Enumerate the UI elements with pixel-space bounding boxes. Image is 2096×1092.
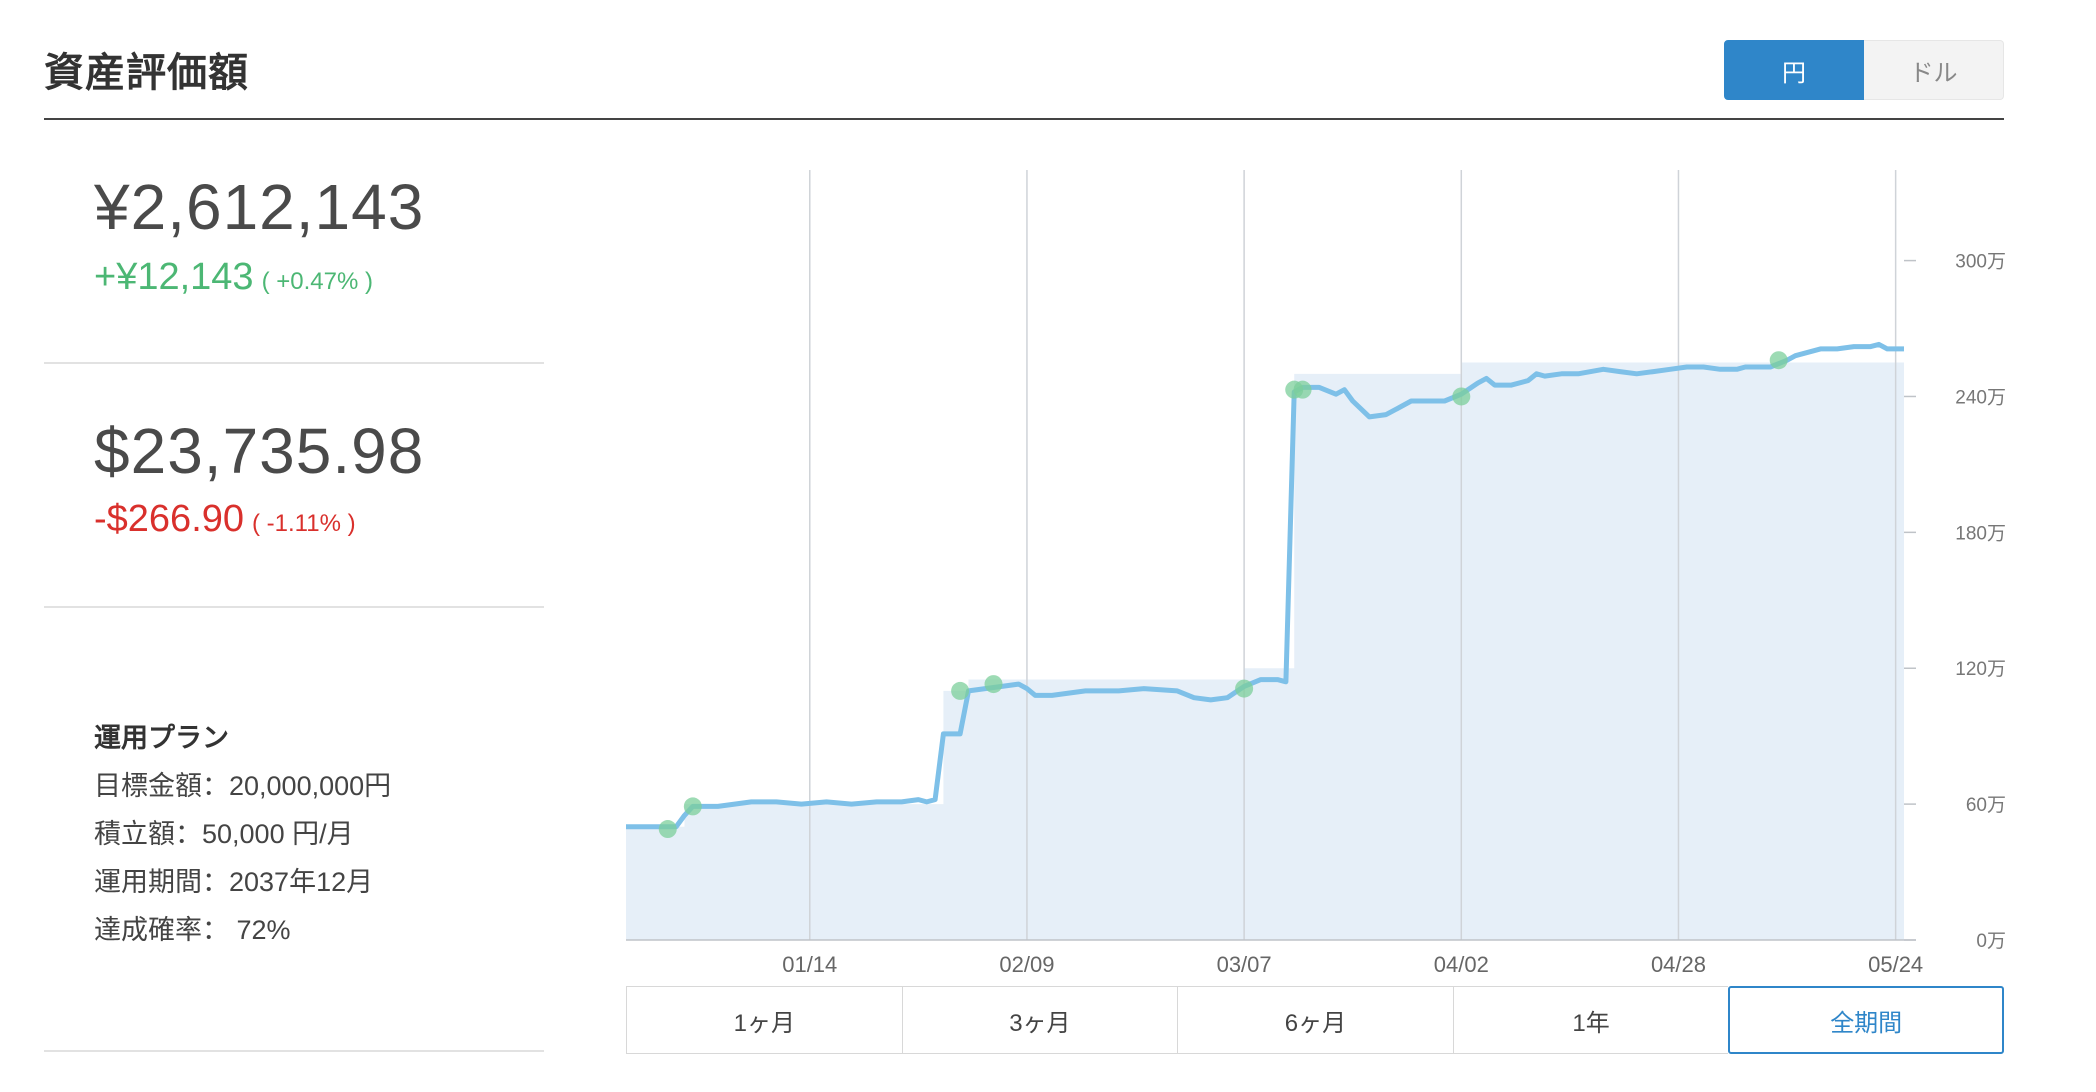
range-button[interactable]: 全期間 [1728,986,2004,1054]
x-tick-label: 01/14 [782,952,837,977]
page-title: 資産評価額 [44,51,249,95]
plan-monthly-amount: 積立額：50,000 円/月 [94,819,354,849]
x-tick-label: 04/02 [1434,952,1489,977]
usd-change-amount: -$266.90 [94,498,245,540]
range-button[interactable]: 6ヶ月 [1177,986,1453,1054]
x-tick-label: 03/07 [1217,952,1272,977]
asset-value-line [626,341,1904,830]
usd-asset-value: $23,735.98 [94,415,425,487]
yen-change-amount: +¥12,143 [94,256,254,298]
header-divider [44,118,2004,120]
usd-change: -$266.90 ( -1.11% ) [94,498,356,541]
y-tick-label: 120万 [1955,659,2006,680]
y-tick-label: 60万 [1966,795,2006,816]
x-tick-label: 02/09 [999,952,1054,977]
yen-change: +¥12,143 ( +0.47% ) [94,256,373,299]
currency-dollar-button[interactable]: ドル [1864,40,2004,100]
deposit-marker [951,681,970,700]
x-tick-label: 04/28 [1651,952,1706,977]
deposit-marker [984,675,1003,694]
plan-probability: 達成確率： 72% [94,915,291,945]
plan-title: 運用プラン [94,723,229,753]
range-button[interactable]: 3ヶ月 [901,986,1178,1054]
summary-divider [44,606,544,608]
plan-period: 運用期間：2037年12月 [94,867,374,897]
deposit-marker [658,820,677,839]
y-tick-label: 180万 [1955,523,2006,544]
yen-change-percent: ( +0.47% ) [261,268,373,295]
currency-yen-button[interactable]: 円 [1724,40,1864,100]
plan-divider [44,1050,544,1052]
yen-asset-value: ¥2,612,143 [94,171,425,243]
range-button[interactable]: 1ヶ月 [626,986,902,1054]
y-tick-label: 240万 [1955,387,2006,408]
x-tick-label: 05/24 [1868,952,1923,977]
deposit-marker [683,797,702,816]
deposit-marker [1235,679,1254,698]
plan-target-amount: 目標金額：20,000,000円 [94,771,392,801]
deposit-marker [1769,351,1788,370]
y-tick-label: 300万 [1955,252,2006,273]
range-button[interactable]: 1年 [1452,986,1729,1054]
y-tick-label: 0万 [1976,931,2006,952]
invested-area [626,362,1904,940]
deposit-marker [1452,387,1471,406]
summary-divider [44,362,544,364]
usd-change-percent: ( -1.11% ) [252,510,356,537]
deposit-marker [1293,380,1312,399]
